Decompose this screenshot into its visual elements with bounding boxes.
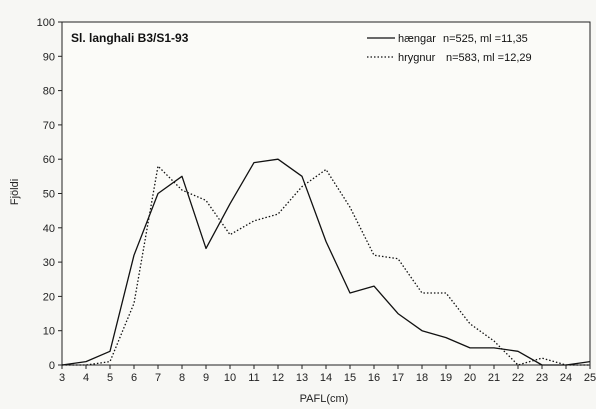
x-tick-label: 5	[107, 372, 113, 384]
plot-area	[61, 21, 591, 366]
x-tick-label: 13	[296, 372, 308, 384]
x-tick-label: 10	[224, 372, 236, 384]
y-tick-label: 10	[43, 326, 55, 338]
x-tick-label: 14	[320, 372, 332, 384]
x-tick-label: 7	[155, 372, 161, 384]
y-tick-label: 100	[37, 17, 55, 29]
x-axis-title: PAFL(cm)	[300, 393, 349, 405]
y-tick-label: 50	[43, 189, 55, 201]
legend-label-hrygnur: hrygnur	[398, 52, 436, 64]
y-tick-label: 90	[43, 51, 55, 63]
y-tick-label: 80	[43, 86, 55, 98]
legend-stats-haengar: n=525, ml =11,35	[443, 33, 528, 45]
x-tick-label: 11	[248, 372, 259, 384]
x-tick-label: 4	[83, 372, 89, 384]
x-tick-label: 22	[512, 372, 524, 384]
legend: hængar n=525, ml =11,35 hrygnur n=583, m…	[367, 33, 532, 64]
x-tick-label: 12	[272, 372, 284, 384]
x-tick-label: 15	[344, 372, 356, 384]
chart-text: Sl. langhali B3/S1-93 PAFL(cm) Fjöldi	[9, 31, 348, 405]
series-line-hrygnur	[62, 165, 590, 366]
x-tick-label: 25	[584, 372, 596, 384]
x-tick-label: 19	[440, 372, 452, 384]
y-tick-label: 40	[43, 223, 55, 235]
x-tick-label: 18	[416, 372, 428, 384]
y-tick-label: 20	[43, 291, 55, 303]
y-tick-label: 60	[43, 154, 55, 166]
x-tick-label: 3	[59, 372, 65, 384]
x-tick-label: 6	[131, 372, 137, 384]
y-axis-title: Fjöldi	[9, 179, 21, 205]
axes: 0 10 20 30 40 50 60 70 80 90 100 3 4 5 6 7 8 9 10 11 12 13 14 1…	[37, 17, 596, 384]
x-tick-label: 17	[392, 372, 404, 384]
y-tick-label: 70	[43, 120, 55, 132]
legend-stats-hrygnur: n=583, ml =12,29	[446, 52, 532, 64]
x-tick-label: 9	[203, 372, 209, 384]
x-tick-label: 20	[464, 372, 476, 384]
chart-title: Sl. langhali B3/S1-93	[71, 31, 189, 45]
y-tick-label: 0	[49, 360, 55, 372]
x-tick-label: 16	[368, 372, 380, 384]
x-tick-label: 24	[560, 372, 572, 384]
x-tick-label: 21	[488, 372, 500, 384]
x-tick-label: 8	[179, 372, 185, 384]
x-tick-label: 23	[536, 372, 548, 384]
series-lines	[61, 158, 591, 366]
y-tick-label: 30	[43, 257, 55, 269]
legend-label-haengar: hængar	[398, 33, 436, 45]
